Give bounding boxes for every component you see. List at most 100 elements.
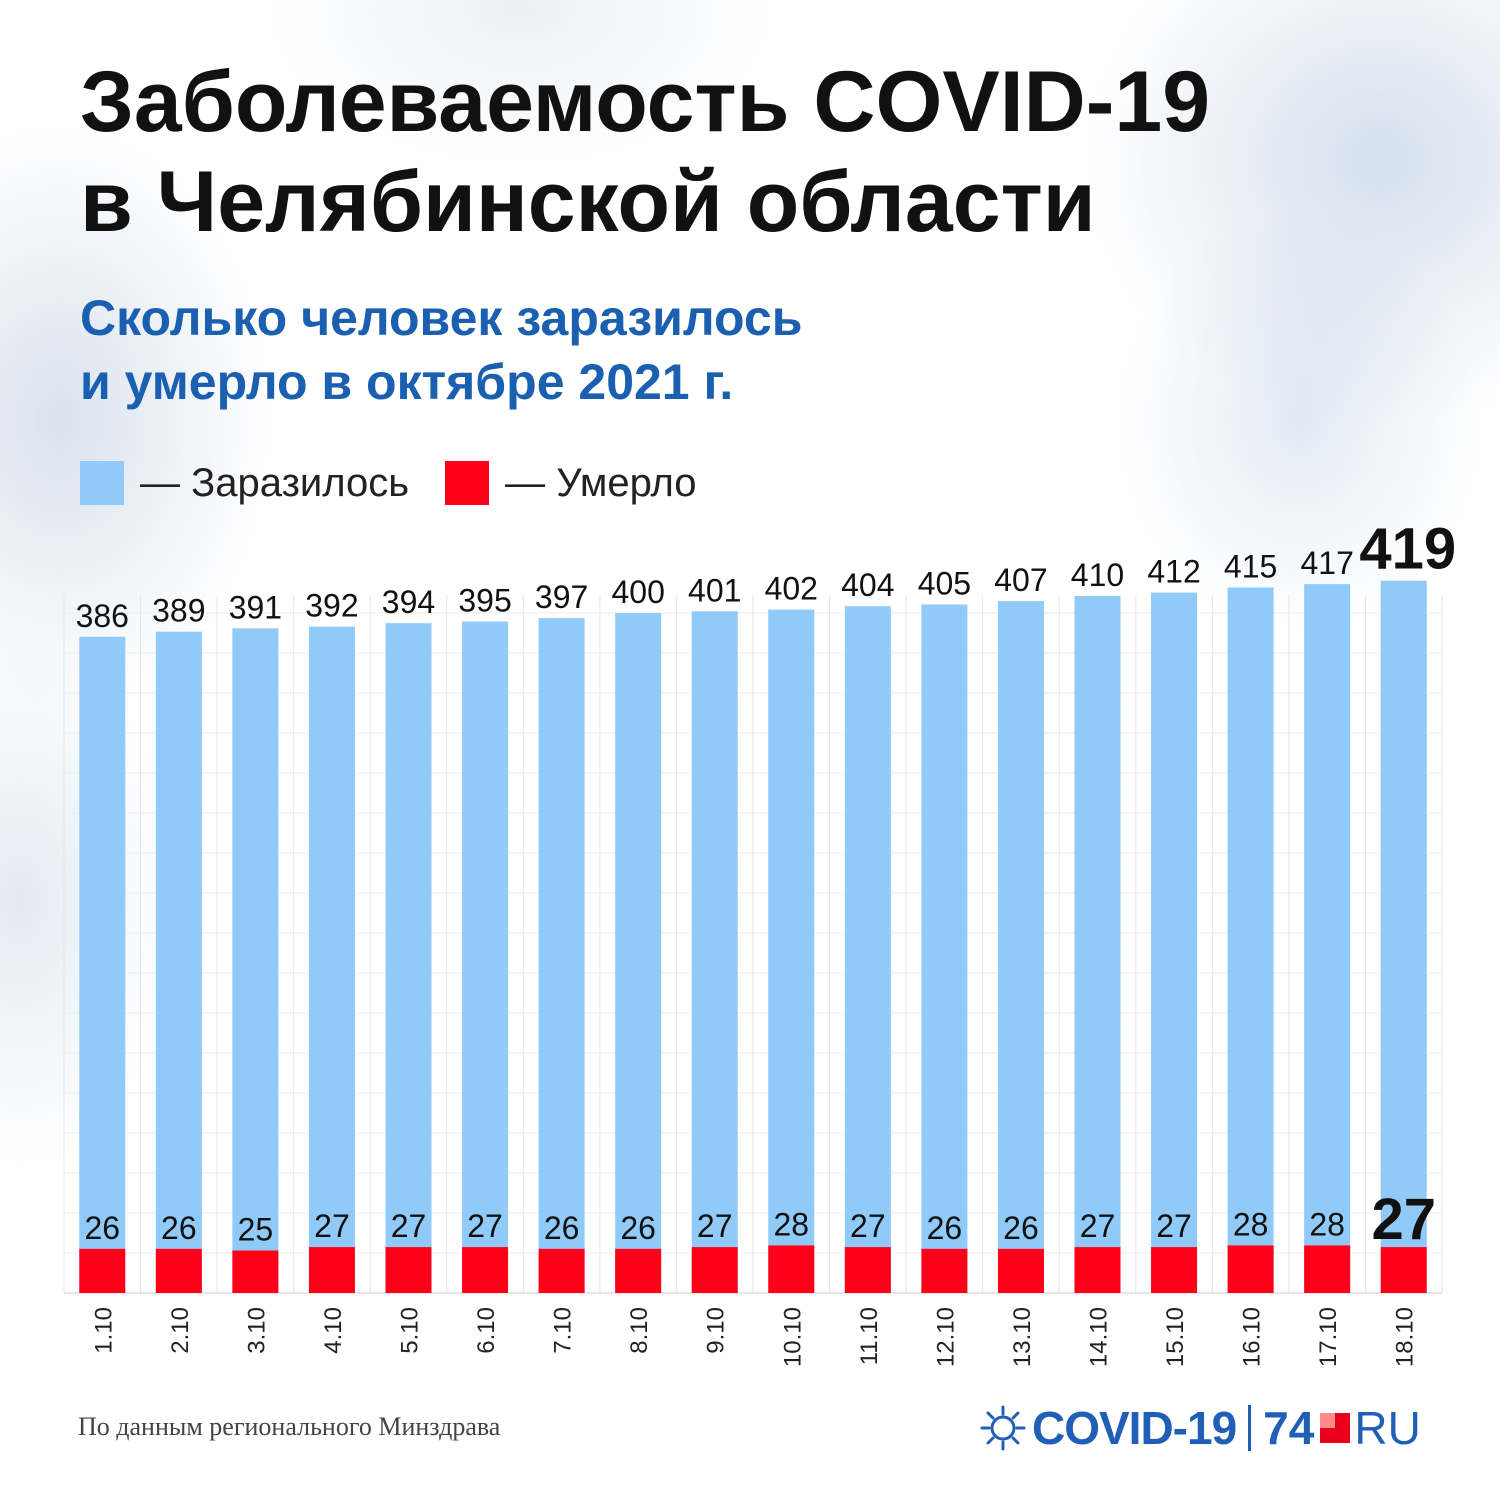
bar-infected xyxy=(308,626,355,1293)
bar-deaths xyxy=(538,1248,585,1293)
data-label-infected: 401 xyxy=(688,572,741,608)
data-label-deaths: 26 xyxy=(927,1210,963,1246)
bar-infected xyxy=(1227,587,1274,1293)
data-label-deaths: 26 xyxy=(1003,1210,1039,1246)
title-line-2: в Челябинской области xyxy=(80,154,1096,250)
data-label-deaths: 26 xyxy=(84,1210,120,1246)
bar-infected xyxy=(538,618,585,1293)
x-tick-label: 17.10 xyxy=(1315,1307,1342,1367)
bar-infected xyxy=(232,628,279,1293)
bar-deaths xyxy=(615,1248,662,1293)
bar-infected xyxy=(691,611,738,1293)
data-label-infected: 417 xyxy=(1300,545,1353,581)
bar-deaths xyxy=(462,1247,509,1293)
bar-deaths xyxy=(232,1250,279,1293)
x-tick-label: 6.10 xyxy=(473,1307,500,1354)
x-tick-label: 8.10 xyxy=(626,1307,653,1354)
bar-deaths xyxy=(1074,1247,1121,1293)
data-label-infected: 402 xyxy=(765,571,818,607)
data-label-deaths: 27 xyxy=(314,1208,350,1244)
x-tick-label: 7.10 xyxy=(550,1307,577,1354)
bar-deaths xyxy=(1304,1245,1351,1293)
bar-infected xyxy=(1380,580,1427,1293)
x-tick-label: 4.10 xyxy=(320,1307,347,1354)
data-label-deaths: 27 xyxy=(850,1208,886,1244)
data-label-infected: 397 xyxy=(535,579,588,615)
x-tick-label: 13.10 xyxy=(1009,1307,1036,1367)
bar-infected xyxy=(155,631,202,1293)
bar-infected xyxy=(385,623,432,1293)
bar-infected xyxy=(1304,584,1351,1293)
data-label-deaths: 26 xyxy=(620,1210,656,1246)
x-tick-label: 1.10 xyxy=(90,1307,117,1354)
data-label-infected: 410 xyxy=(1071,557,1124,593)
virus-icon xyxy=(980,1405,1026,1451)
bar-infected xyxy=(615,613,662,1293)
x-tick-label: 9.10 xyxy=(703,1307,730,1354)
subtitle-line-1: Сколько человек заразилось xyxy=(80,290,803,346)
bar-deaths xyxy=(768,1245,815,1293)
data-label-infected: 407 xyxy=(994,562,1047,598)
bar-deaths xyxy=(691,1247,738,1293)
data-label-deaths: 26 xyxy=(544,1210,580,1246)
legend-item-infected: — Заразилось xyxy=(80,461,409,506)
bar-infected xyxy=(1074,596,1121,1293)
bar-infected xyxy=(844,606,891,1293)
data-label-infected: 412 xyxy=(1147,554,1200,590)
page-title: Заболеваемость COVID-19 в Челябинской об… xyxy=(80,52,1480,252)
x-tick-label: 12.10 xyxy=(932,1307,959,1367)
logo-separator xyxy=(1248,1405,1252,1451)
x-tick-label: 14.10 xyxy=(1086,1307,1113,1367)
data-label-infected: 419 xyxy=(1359,517,1456,582)
bar-deaths xyxy=(844,1247,891,1293)
x-tick-label: 3.10 xyxy=(243,1307,270,1354)
data-label-deaths: 27 xyxy=(1371,1187,1436,1252)
data-label-deaths: 28 xyxy=(1233,1206,1269,1242)
x-tick-label: 16.10 xyxy=(1239,1307,1266,1367)
legend-label-deaths: — Умерло xyxy=(505,460,697,505)
bar-infected xyxy=(921,604,968,1293)
bar-infected xyxy=(997,601,1044,1293)
bar-infected xyxy=(79,636,126,1293)
bar-infected xyxy=(462,621,509,1293)
logo-74-text: 74 xyxy=(1263,1402,1315,1454)
data-label-infected: 415 xyxy=(1224,549,1277,585)
title-line-1: Заболеваемость COVID-19 xyxy=(80,54,1211,150)
x-tick-label: 18.10 xyxy=(1392,1307,1419,1367)
data-label-infected: 400 xyxy=(611,574,664,610)
x-tick-label: 11.10 xyxy=(856,1307,883,1365)
chart-subtitle: Сколько человек заразилось и умерло в ок… xyxy=(80,286,1380,414)
data-label-infected: 404 xyxy=(841,567,894,603)
data-label-deaths: 27 xyxy=(697,1208,733,1244)
logo-covid-text: COVID-19 xyxy=(1032,1402,1237,1454)
data-label-deaths: 27 xyxy=(1080,1208,1116,1244)
data-label-deaths: 28 xyxy=(773,1206,809,1242)
source-note: По данным регионального Минздрава xyxy=(78,1412,501,1441)
data-label-deaths: 27 xyxy=(467,1208,503,1244)
legend-swatch-infected xyxy=(80,461,124,505)
bar-deaths xyxy=(997,1248,1044,1293)
data-label-infected: 386 xyxy=(76,598,129,634)
data-label-infected: 394 xyxy=(382,584,435,620)
bar-deaths xyxy=(1380,1247,1427,1293)
data-label-infected: 392 xyxy=(305,588,358,624)
bar-deaths xyxy=(1151,1247,1198,1293)
data-label-deaths: 26 xyxy=(161,1210,197,1246)
data-label-infected: 391 xyxy=(229,589,282,625)
bar-deaths xyxy=(155,1248,202,1293)
x-tick-label: 15.10 xyxy=(1162,1307,1189,1367)
bar-deaths xyxy=(385,1247,432,1293)
legend-label-infected: — Заразилось xyxy=(140,460,410,505)
logo-ru-text: RU xyxy=(1354,1402,1421,1454)
data-label-deaths: 27 xyxy=(391,1208,427,1244)
legend-swatch-deaths xyxy=(445,461,490,505)
data-label-infected: 395 xyxy=(458,583,511,619)
x-tick-label: 5.10 xyxy=(397,1307,424,1354)
subtitle-line-2: и умерло в октябре 2021 г. xyxy=(80,354,734,410)
bar-deaths xyxy=(79,1248,126,1293)
covid-74ru-logo: COVID-19 74 RU xyxy=(980,1398,1421,1458)
chart-legend: — Заразилось — Умерло xyxy=(80,458,733,508)
bar-infected xyxy=(1151,592,1198,1293)
bar-infected xyxy=(768,609,815,1293)
